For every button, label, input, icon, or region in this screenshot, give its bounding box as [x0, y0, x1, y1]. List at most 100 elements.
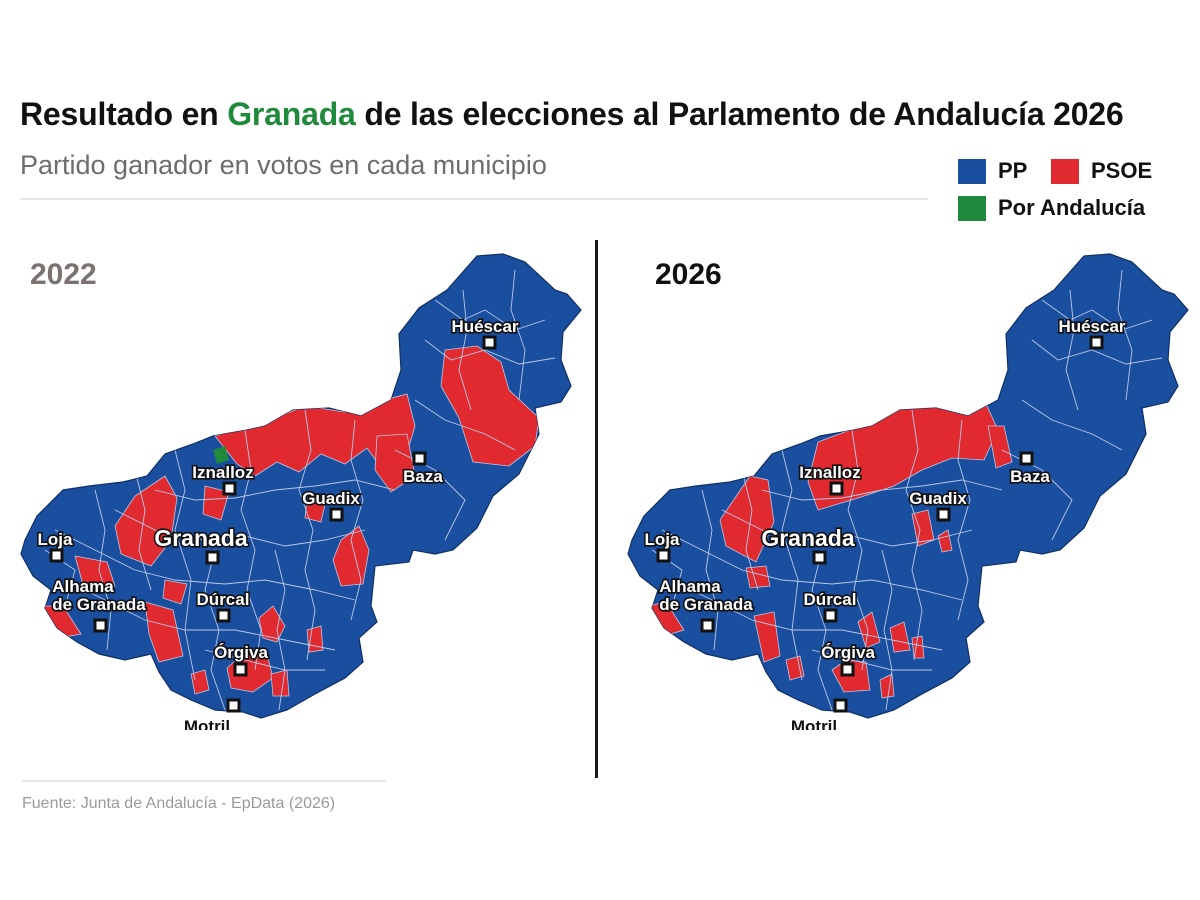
legend: PP PSOE Por Andalucía: [958, 158, 1198, 228]
city-marker-icon: [205, 550, 220, 565]
city-label-granada: Granada: [761, 525, 855, 551]
psoe-area: [987, 425, 1013, 469]
city-granada: Granada: [153, 523, 249, 565]
city-marker-icon: [233, 662, 248, 677]
psoe-area: [745, 565, 771, 589]
city-label-iznalloz: Iznalloz: [799, 463, 860, 482]
psoe-area: [144, 601, 184, 663]
city-durcal: Dúrcal: [802, 588, 858, 623]
legend-label-por-andalucia: Por Andalucía: [998, 195, 1146, 220]
psoe-area: [374, 433, 416, 493]
city-orgiva: Órgiva: [819, 641, 877, 677]
city-marker-icon: [936, 507, 951, 522]
footer-divider: [22, 780, 386, 782]
city-marker-icon: [823, 608, 838, 623]
city-label-orgiva: Órgiva: [214, 643, 268, 662]
legend-label-pp: PP: [998, 158, 1028, 183]
city-label-guadix: Guadix: [909, 489, 967, 508]
city-guadix: Guadix: [301, 487, 362, 522]
city-iznalloz: Iznalloz: [191, 461, 255, 496]
psoe-area: [785, 655, 805, 681]
city-label-motril: Motril: [791, 717, 837, 730]
city-marker-icon: [49, 548, 64, 563]
city-granada: Granada: [760, 523, 856, 565]
psoe-area: [162, 579, 188, 605]
psoe-area: [911, 509, 935, 547]
city-loja: Loja: [643, 528, 682, 563]
legend-item-por-andalucia: Por Andalucía: [958, 195, 1145, 221]
legend-label-psoe: PSOE: [1091, 158, 1153, 183]
city-iznalloz: Iznalloz: [798, 461, 862, 496]
legend-swatch-pp: [958, 158, 986, 184]
psoe-area: [332, 525, 370, 587]
city-label-orgiva: Órgiva: [821, 643, 875, 662]
city-marker-icon: [833, 698, 848, 713]
legend-item-psoe: PSOE: [1051, 158, 1152, 184]
psoe-area: [753, 611, 781, 663]
city-marker-icon: [226, 698, 241, 713]
city-motril: Motril: [791, 698, 848, 730]
city-marker-icon: [412, 451, 427, 466]
province-outline-2022: [20, 253, 582, 719]
city-label-alhama-line2: de Granada: [659, 595, 753, 614]
map-2022-svg: Huéscar Baza Iznalloz Guadix Granada Loj…: [20, 253, 582, 730]
city-label-loja: Loja: [38, 530, 73, 549]
city-marker-icon: [216, 608, 231, 623]
psoe-area: [889, 621, 911, 653]
province-outline-2026: [627, 253, 1189, 719]
city-motril: Motril: [184, 698, 241, 730]
city-marker-icon: [329, 507, 344, 522]
city-label-iznalloz: Iznalloz: [192, 463, 253, 482]
city-marker-icon: [700, 618, 715, 633]
legend-swatch-psoe: [1051, 158, 1079, 184]
year-label-2026: 2026: [655, 258, 722, 291]
city-label-loja: Loja: [645, 530, 680, 549]
city-label-alhama-line1: Alhama: [52, 577, 114, 596]
city-label-motril: Motril: [184, 717, 230, 730]
city-label-durcal: Dúrcal: [197, 590, 250, 609]
city-label-granada: Granada: [154, 525, 248, 551]
city-marker-icon: [93, 618, 108, 633]
source-note: Fuente: Junta de Andalucía - EpData (202…: [22, 795, 336, 812]
city-durcal: Dúrcal: [195, 588, 251, 623]
city-baza: Baza: [1009, 451, 1052, 488]
city-marker-icon: [222, 481, 237, 496]
map-2026-svg: Huéscar Baza Iznalloz Guadix Granada Loj…: [627, 253, 1189, 730]
psoe-area: [911, 635, 925, 659]
city-marker-icon: [1019, 451, 1034, 466]
city-marker-icon: [840, 662, 855, 677]
title-highlight: Granada: [227, 96, 356, 132]
city-label-alhama-line1: Alhama: [659, 577, 721, 596]
city-label-baza: Baza: [403, 467, 443, 486]
psoe-area: [74, 555, 116, 593]
psoe-area: [306, 625, 324, 653]
city-label-guadix: Guadix: [302, 489, 360, 508]
city-label-huescar: Huéscar: [1058, 317, 1125, 336]
city-loja: Loja: [36, 528, 75, 563]
psoe-area: [270, 669, 290, 697]
psoe-area: [258, 605, 286, 643]
map-2022: Huéscar Baza Iznalloz Guadix Granada Loj…: [15, 250, 585, 730]
city-label-alhama-line2: de Granada: [52, 595, 146, 614]
header-divider: [20, 198, 928, 200]
year-label-2022: 2022: [30, 258, 97, 291]
city-baza: Baza: [402, 451, 445, 488]
city-guadix: Guadix: [908, 487, 969, 522]
chart-subtitle: Partido ganador en votos en cada municip…: [20, 150, 547, 180]
city-huescar: Huéscar: [450, 315, 521, 350]
map-2026: Huéscar Baza Iznalloz Guadix Granada Loj…: [622, 250, 1192, 730]
city-label-baza: Baza: [1010, 467, 1050, 486]
city-alhama-de-granada: Alhama de Granada: [51, 575, 148, 633]
city-huescar: Huéscar: [1057, 315, 1128, 350]
city-marker-icon: [812, 550, 827, 565]
psoe-area: [857, 611, 881, 649]
city-marker-icon: [1089, 335, 1104, 350]
city-marker-icon: [656, 548, 671, 563]
psoe-area: [114, 475, 178, 567]
city-label-durcal: Dúrcal: [804, 590, 857, 609]
city-orgiva: Órgiva: [212, 641, 270, 677]
por-andalucia-area: [213, 446, 229, 464]
chart-title: Resultado en Granada de las elecciones a…: [20, 96, 1124, 132]
city-label-huescar: Huéscar: [451, 317, 518, 336]
city-alhama-de-granada: Alhama de Granada: [658, 575, 755, 633]
